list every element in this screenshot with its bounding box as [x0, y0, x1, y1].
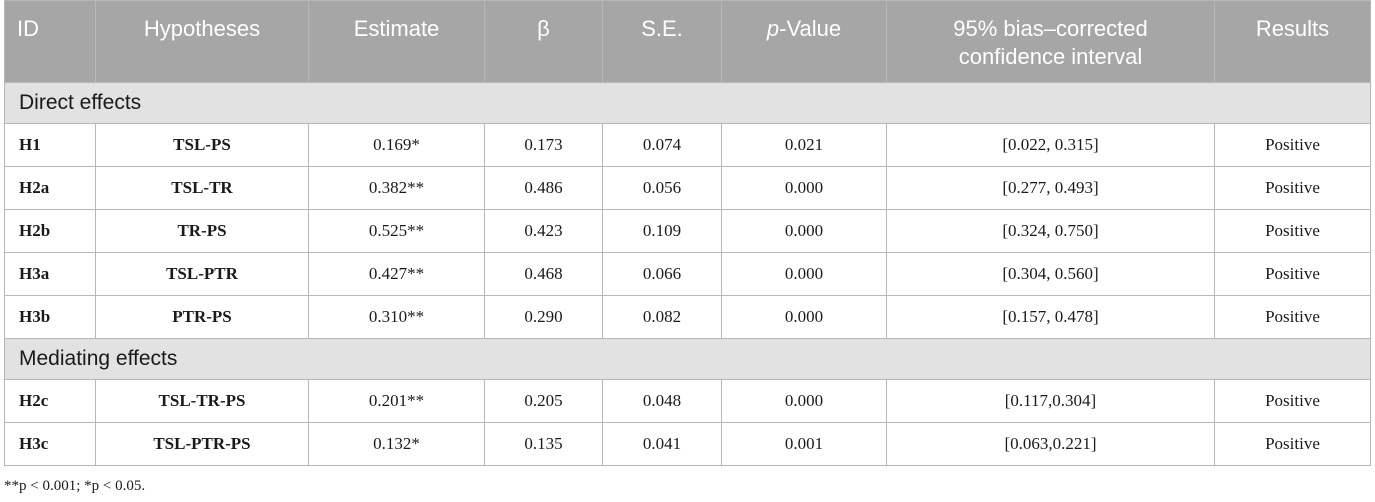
cell-ci: [0.157, 0.478] [886, 295, 1215, 339]
cell-beta: 0.486 [484, 166, 603, 210]
cell-id: H1 [4, 123, 96, 167]
cell-id: H2c [4, 379, 96, 423]
cell-beta: 0.173 [484, 123, 603, 167]
section-row-direct: Direct effects [4, 82, 1371, 124]
cell-hypothesis: TSL-TR-PS [95, 379, 309, 423]
cell-id: H3b [4, 295, 96, 339]
section-row-mediating: Mediating effects [4, 338, 1371, 380]
cell-hypothesis: PTR-PS [95, 295, 309, 339]
cell-id: H3c [4, 422, 96, 466]
cell-ci: [0.324, 0.750] [886, 209, 1215, 253]
cell-p-value: 0.001 [721, 422, 887, 466]
cell-se: 0.109 [602, 209, 722, 253]
cell-p-value: 0.000 [721, 209, 887, 253]
header-hypotheses: Hypotheses [95, 0, 309, 83]
cell-result: Positive [1214, 123, 1371, 167]
table-row: H3a TSL-PTR 0.427** 0.468 0.066 0.000 [0… [4, 252, 1371, 296]
cell-id: H2b [4, 209, 96, 253]
header-ci-line2: confidence interval [958, 44, 1143, 69]
cell-id: H3a [4, 252, 96, 296]
cell-estimate: 0.132* [308, 422, 485, 466]
table-row: H3c TSL-PTR-PS 0.132* 0.135 0.041 0.001 … [4, 422, 1371, 466]
cell-ci: [0.277, 0.493] [886, 166, 1215, 210]
header-p-value: p-Value [721, 0, 887, 83]
cell-p-value: 0.000 [721, 379, 887, 423]
cell-estimate: 0.427** [308, 252, 485, 296]
header-ci-line1: 95% bias–corrected [953, 16, 1148, 41]
cell-se: 0.074 [602, 123, 722, 167]
cell-beta: 0.468 [484, 252, 603, 296]
cell-beta: 0.290 [484, 295, 603, 339]
cell-beta: 0.423 [484, 209, 603, 253]
table-row: H3b PTR-PS 0.310** 0.290 0.082 0.000 [0.… [4, 295, 1371, 339]
section-label-mediating: Mediating effects [4, 338, 1371, 380]
header-row: ID Hypotheses Estimate β S.E. p-Value 95… [4, 0, 1371, 83]
header-p-rest: -Value [779, 16, 842, 41]
header-ci: 95% bias–corrected confidence interval [886, 0, 1215, 83]
cell-p-value: 0.021 [721, 123, 887, 167]
cell-beta: 0.135 [484, 422, 603, 466]
cell-ci: [0.304, 0.560] [886, 252, 1215, 296]
header-id: ID [4, 0, 96, 83]
table-row: H2b TR-PS 0.525** 0.423 0.109 0.000 [0.3… [4, 209, 1371, 253]
cell-estimate: 0.201** [308, 379, 485, 423]
cell-p-value: 0.000 [721, 295, 887, 339]
cell-p-value: 0.000 [721, 166, 887, 210]
table-row: H1 TSL-PS 0.169* 0.173 0.074 0.021 [0.02… [4, 123, 1371, 167]
cell-se: 0.056 [602, 166, 722, 210]
cell-ci: [0.063,0.221] [886, 422, 1215, 466]
cell-se: 0.082 [602, 295, 722, 339]
cell-beta: 0.205 [484, 379, 603, 423]
cell-ci: [0.022, 0.315] [886, 123, 1215, 167]
cell-hypothesis: TSL-PTR-PS [95, 422, 309, 466]
table-footnote: **p < 0.001; *p < 0.05. [4, 478, 146, 494]
header-p-italic: p [766, 16, 780, 41]
cell-hypothesis: TR-PS [95, 209, 309, 253]
header-beta: β [484, 0, 603, 83]
header-estimate: Estimate [308, 0, 485, 83]
cell-se: 0.041 [602, 422, 722, 466]
cell-estimate: 0.525** [308, 209, 485, 253]
cell-result: Positive [1214, 209, 1371, 253]
cell-result: Positive [1214, 379, 1371, 423]
cell-result: Positive [1214, 252, 1371, 296]
table-row: H2c TSL-TR-PS 0.201** 0.205 0.048 0.000 … [4, 379, 1371, 423]
results-table: ID Hypotheses Estimate β S.E. p-Value 95… [4, 0, 1371, 466]
cell-hypothesis: TSL-PS [95, 123, 309, 167]
cell-hypothesis: TSL-TR [95, 166, 309, 210]
cell-result: Positive [1214, 295, 1371, 339]
cell-estimate: 0.310** [308, 295, 485, 339]
cell-id: H2a [4, 166, 96, 210]
cell-se: 0.066 [602, 252, 722, 296]
header-results: Results [1214, 0, 1371, 83]
cell-result: Positive [1214, 422, 1371, 466]
table-row: H2a TSL-TR 0.382** 0.486 0.056 0.000 [0.… [4, 166, 1371, 210]
cell-estimate: 0.382** [308, 166, 485, 210]
cell-ci: [0.117,0.304] [886, 379, 1215, 423]
cell-se: 0.048 [602, 379, 722, 423]
header-se: S.E. [602, 0, 722, 83]
cell-estimate: 0.169* [308, 123, 485, 167]
cell-p-value: 0.000 [721, 252, 887, 296]
section-label-direct: Direct effects [4, 82, 1371, 124]
cell-result: Positive [1214, 166, 1371, 210]
cell-hypothesis: TSL-PTR [95, 252, 309, 296]
